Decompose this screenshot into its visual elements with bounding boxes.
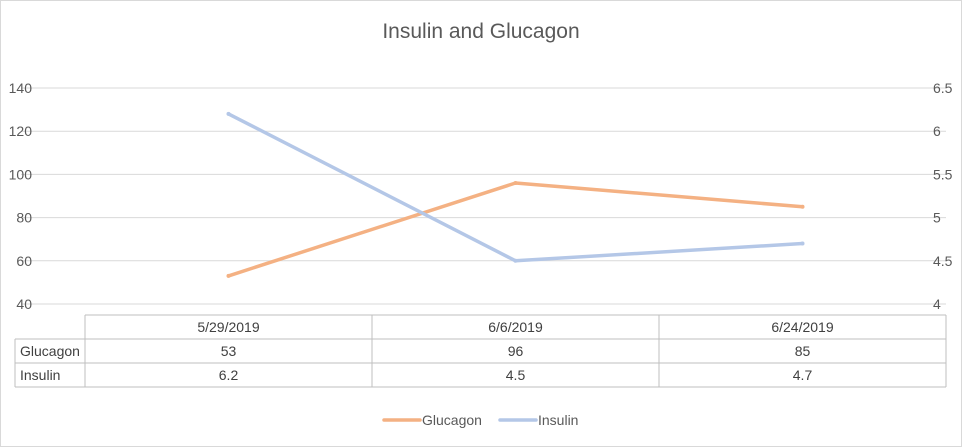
data-point-insulin[interactable] <box>800 241 805 246</box>
table-row-label: Glucagon <box>20 343 80 359</box>
left-axis-tick-label: 120 <box>9 123 33 139</box>
right-axis-tick-label: 6.5 <box>933 80 953 96</box>
series-lines <box>226 111 805 278</box>
category-label: 6/6/2019 <box>488 319 543 335</box>
left-axis-tick-label: 100 <box>9 166 33 182</box>
series-line-insulin[interactable] <box>226 112 805 263</box>
legend[interactable]: Glucagon Insulin <box>382 412 578 428</box>
right-axis: 4 4.5 5 5.5 6 6.5 <box>933 80 953 312</box>
left-axis: 40 60 80 100 120 140 <box>9 80 33 312</box>
table-cell: 6.2 <box>219 367 239 383</box>
data-table: 5/29/2019 6/6/2019 6/24/2019 Glucagon 53 96 85… <box>14 314 947 388</box>
left-axis-tick-label: 60 <box>16 253 32 269</box>
right-axis-tick-label: 6 <box>933 123 941 139</box>
table-cell: 4.7 <box>793 367 813 383</box>
category-label: 5/29/2019 <box>197 319 259 335</box>
gridlines <box>21 87 946 305</box>
chart-title: Insulin and Glucagon <box>382 20 579 43</box>
data-point-insulin[interactable] <box>226 111 231 116</box>
legend-label-glucagon[interactable]: Glucagon <box>422 412 482 428</box>
data-point-glucagon[interactable] <box>513 181 518 186</box>
data-point-insulin[interactable] <box>513 258 518 263</box>
table-row-label: Insulin <box>20 367 60 383</box>
legend-label-insulin[interactable]: Insulin <box>538 412 578 428</box>
right-axis-tick-label: 4 <box>933 296 941 312</box>
category-label: 6/24/2019 <box>771 319 833 335</box>
data-point-glucagon[interactable] <box>800 204 805 209</box>
left-axis-tick-label: 40 <box>16 296 32 312</box>
table-cell: 85 <box>795 343 811 359</box>
table-cell: 4.5 <box>506 367 526 383</box>
left-axis-tick-label: 80 <box>16 210 32 226</box>
right-axis-tick-label: 4.5 <box>933 253 953 269</box>
left-axis-tick-label: 140 <box>9 80 33 96</box>
right-axis-tick-label: 5 <box>933 210 941 226</box>
table-cell: 53 <box>221 343 237 359</box>
table-cell: 96 <box>508 343 524 359</box>
right-axis-tick-label: 5.5 <box>933 166 953 182</box>
data-point-glucagon[interactable] <box>226 273 231 278</box>
